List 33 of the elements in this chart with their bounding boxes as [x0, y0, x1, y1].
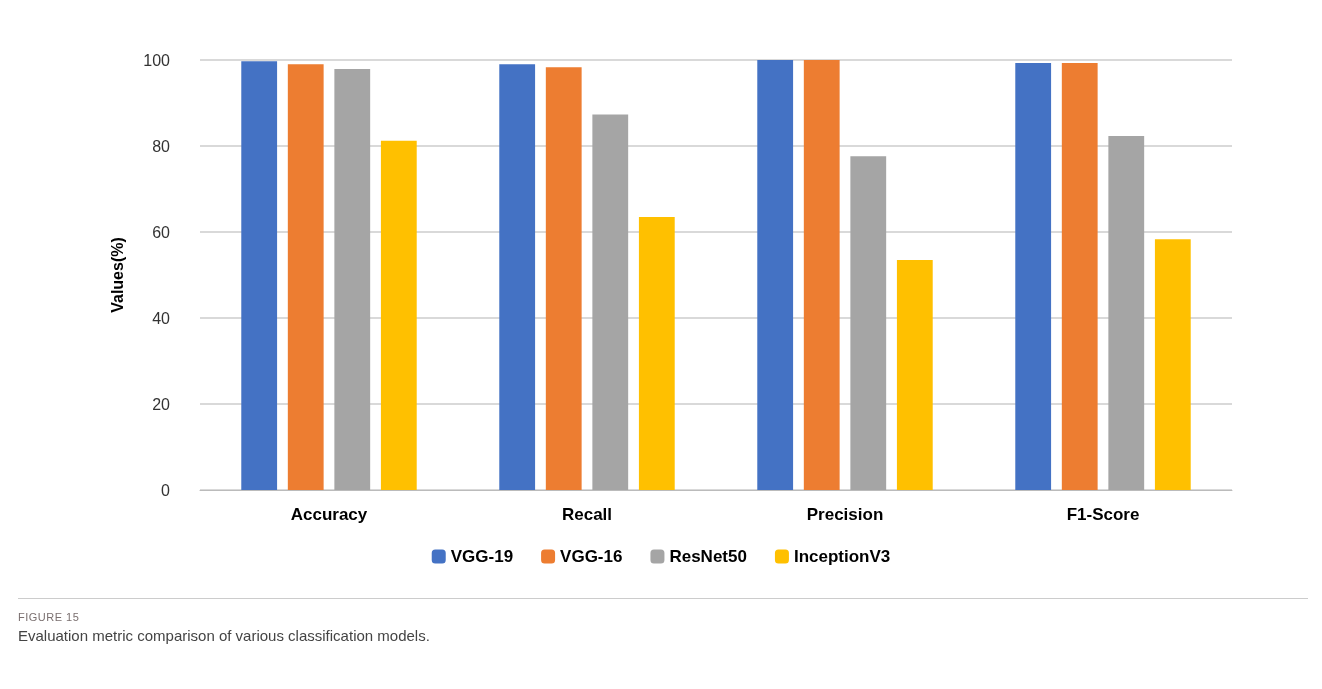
bar [545, 67, 582, 490]
bar [896, 259, 933, 490]
y-tick-label: 0 [161, 481, 171, 499]
x-tick-label: Accuracy [290, 505, 368, 524]
y-tick-label: 20 [152, 395, 171, 413]
bar [241, 61, 278, 490]
bar [287, 64, 324, 490]
x-tick-label: Recall [561, 505, 613, 524]
bar [334, 69, 371, 490]
bar [1015, 63, 1052, 490]
bar [757, 60, 794, 490]
legend-label: InceptionV3 [793, 547, 891, 566]
x-tick-label: Precision [806, 505, 884, 524]
bar [1154, 239, 1191, 490]
legend-label: VGG-16 [560, 547, 623, 566]
y-tick-label: 80 [152, 137, 171, 155]
caption: FIGURE 15 [18, 611, 81, 623]
y-axis-title: Values(%) [108, 237, 126, 313]
y-tick-label: 60 [152, 223, 171, 241]
legend-label: ResNet50 [669, 547, 747, 566]
bar [638, 216, 675, 490]
y-tick-label: 100 [143, 51, 171, 69]
bar [499, 64, 536, 490]
bar [803, 60, 840, 490]
text: Evaluation metric comparison of various classification models. [18, 627, 431, 644]
bar [380, 140, 417, 490]
bar [592, 114, 629, 490]
bar [1108, 136, 1145, 490]
bar [850, 156, 887, 490]
x-tick-label: F1-Score [1066, 505, 1140, 524]
y-tick-label: 40 [152, 309, 171, 327]
legend-label: VGG-19 [450, 547, 514, 566]
bar [1061, 63, 1098, 490]
